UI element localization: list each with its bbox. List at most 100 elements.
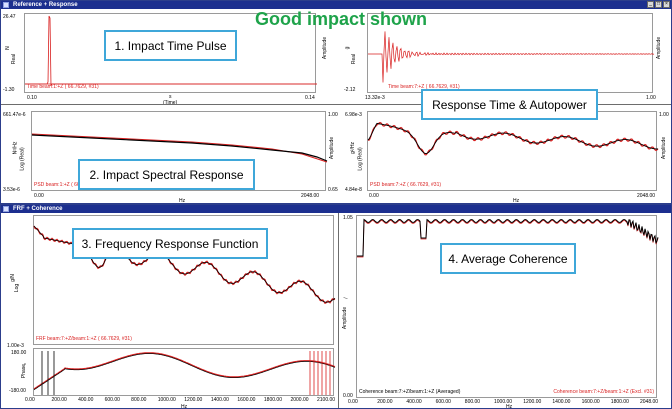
psd-ref-xmin: 0.00: [34, 193, 44, 199]
time-ref-xmin: 0.10: [27, 95, 37, 101]
time-resp-ymin: -2.12: [344, 87, 356, 93]
x-tick-label: 1000.00: [157, 397, 176, 403]
top-window-buttons: _ □ ×: [647, 1, 670, 9]
psd-ref-xmax: 2048.00: [301, 193, 320, 199]
x-tick-label: 600.00: [435, 399, 451, 405]
x-tick-label: 1400.00: [210, 397, 229, 403]
time-ref-xlabel: (Time): [163, 100, 178, 106]
maximize-button[interactable]: □: [655, 1, 662, 8]
psd-resp-ymax: 6.98e-3: [345, 112, 362, 118]
psd-ref-ylabel2: Log (Real): [19, 147, 26, 171]
psd-reference-trace: [31, 133, 328, 163]
callout-average-coherence: 4. Average Coherence: [440, 243, 576, 274]
psd-resp-rmax: 1.00: [659, 112, 669, 118]
time-response-plot[interactable]: Time beam:7:+Z ( 66.7629, #31): [367, 13, 655, 93]
x-tick-label: 1400.00: [552, 399, 571, 405]
x-tick-label: 1200.00: [523, 399, 542, 405]
x-tick-label: 2100.00: [317, 397, 336, 403]
x-tick-label: 200.00: [51, 397, 67, 403]
coh-x-axis: 0.00 200.00 400.00 600.00 800.00 1000.00 1200.…: [348, 399, 658, 407]
phase-top: 180.00: [11, 350, 27, 356]
bottom-divider: [338, 213, 339, 408]
psd-resp-right-ylabel: Amplitude: [661, 136, 668, 160]
psd-ref-xunit: Hz: [179, 198, 186, 204]
minimize-button[interactable]: _: [647, 1, 654, 8]
window-title: Reference + Response: [13, 2, 78, 8]
x-tick-label: 1600.00: [237, 397, 256, 403]
phase-bottom: -180.00: [9, 388, 26, 394]
callout-impact-time-pulse: 1. Impact Time Pulse: [104, 30, 237, 61]
x-tick-label: 1800.00: [610, 399, 629, 405]
headline: Good impact shown: [255, 9, 428, 29]
callout-impact-spectral-response: 2. Impact Spectral Response: [78, 159, 255, 190]
x-tick-label: 1200.00: [184, 397, 203, 403]
coh-ymax: 1.05: [343, 215, 353, 221]
psd-ref-right-ylabel: Amplitude: [329, 136, 336, 160]
frf-legend: FRF beam:7:+Z/beam:1:+Z ( 66.7629, #31): [36, 336, 132, 342]
x-tick-label: 800.00: [131, 397, 147, 403]
window-system-icon[interactable]: [3, 2, 9, 8]
frf-ymin: 1.00e-3: [7, 343, 24, 349]
x-tick-label: 1000.00: [494, 399, 513, 405]
psd-resp-ymin: 4.84e-8: [345, 187, 362, 193]
callout-frequency-response-function: 3. Frequency Response Function: [72, 228, 268, 259]
time-ref-right-ylabel: Amplitude: [322, 36, 329, 60]
psd-ref-ymax: 661.47e-6: [3, 112, 26, 118]
x-tick-label: 200.00: [377, 399, 393, 405]
x-tick-label: 0.00: [348, 399, 358, 405]
time-resp-ylabel2: Real: [351, 53, 358, 65]
x-tick-label: 1800.00: [263, 397, 282, 403]
coherence-trace: [357, 218, 659, 258]
time-ref-xunit: s: [169, 94, 172, 100]
window-titlebar[interactable]: FRF + Coherence: [1, 205, 671, 213]
callout-response-time-autopower: Response Time & Autopower: [421, 89, 598, 120]
psd-resp-xunit: Hz: [513, 198, 520, 204]
x-tick-label: 800.00: [464, 399, 481, 405]
coh-xunit: Hz: [506, 404, 513, 409]
time-ref-ymin: -1.30: [3, 87, 15, 93]
psd-response-legend: PSD beam:7:+Z ( 66.7629, #31): [370, 182, 442, 188]
x-tick-label: 0.00: [25, 397, 35, 403]
time-reference-trace: [25, 15, 317, 87]
psd-reference-legend: PSD beam:1:+Z ( 66.7629, #31): [34, 182, 106, 188]
frf-ylabel2: Log: [14, 283, 21, 293]
frf-phase-plot[interactable]: [33, 348, 336, 396]
frf-phase-trace: [33, 351, 336, 395]
phase-unit: °: [24, 363, 26, 369]
time-resp-xmin: 13.32e-3: [365, 95, 385, 101]
coh-ylabel: /: [343, 297, 350, 299]
close-button[interactable]: ×: [663, 1, 670, 8]
psd-ref-ylabel: N²/Hz: [12, 141, 19, 155]
psd-ref-ymin: 3.53e-6: [3, 187, 20, 193]
window-system-icon[interactable]: [3, 206, 9, 212]
psd-resp-ylabel: g²/Hz: [349, 142, 356, 154]
time-resp-right-ylabel: Amplitude: [656, 36, 663, 60]
frf-xunit: Hz: [181, 404, 188, 409]
coherence-legend-right: Coherence beam:7:+Z/beam:1:+Z (Excl. #31…: [553, 389, 654, 395]
coh-ymin: 0.00: [343, 393, 353, 399]
top-divider: [1, 104, 671, 105]
time-response-trace: [368, 31, 655, 83]
time-resp-xmax: 1.00: [646, 95, 656, 101]
x-tick-label: 1600.00: [581, 399, 600, 405]
time-ref-ymax: 26.47: [3, 14, 16, 20]
time-ref-xmax: 0.14: [305, 95, 315, 101]
psd-resp-xmin: 0.00: [369, 193, 379, 199]
window-titlebar[interactable]: Reference + Response: [1, 1, 671, 9]
frf-ylabel: g/N: [9, 274, 16, 282]
psd-response-trace: [367, 121, 659, 156]
psd-resp-xmax: 2048.00: [637, 193, 656, 199]
time-ref-ylabel: N: [4, 46, 11, 50]
time-reference-legend: Time beam:1:+Z ( 66.7629, #31): [27, 84, 99, 90]
coh-ylabel2: Amplitude: [342, 306, 349, 330]
x-tick-label: 400.00: [406, 399, 422, 405]
psd-ref-rmin: 0.65: [328, 187, 338, 193]
window-title: FRF + Coherence: [13, 206, 63, 212]
psd-response-plot[interactable]: PSD beam:7:+Z ( 66.7629, #31): [367, 111, 659, 191]
x-tick-label: 400.00: [78, 397, 94, 403]
x-tick-label: 2000.00: [290, 397, 309, 403]
time-resp-ylabel: g: [344, 46, 351, 50]
time-response-legend: Time beam:7:+Z ( 66.7629, #31): [388, 84, 460, 90]
coherence-legend-left: Coherence beam:7:+Z/beam:1:+Z (Averaged): [359, 389, 461, 395]
psd-resp-ylabel2: Log (Real): [357, 147, 364, 171]
